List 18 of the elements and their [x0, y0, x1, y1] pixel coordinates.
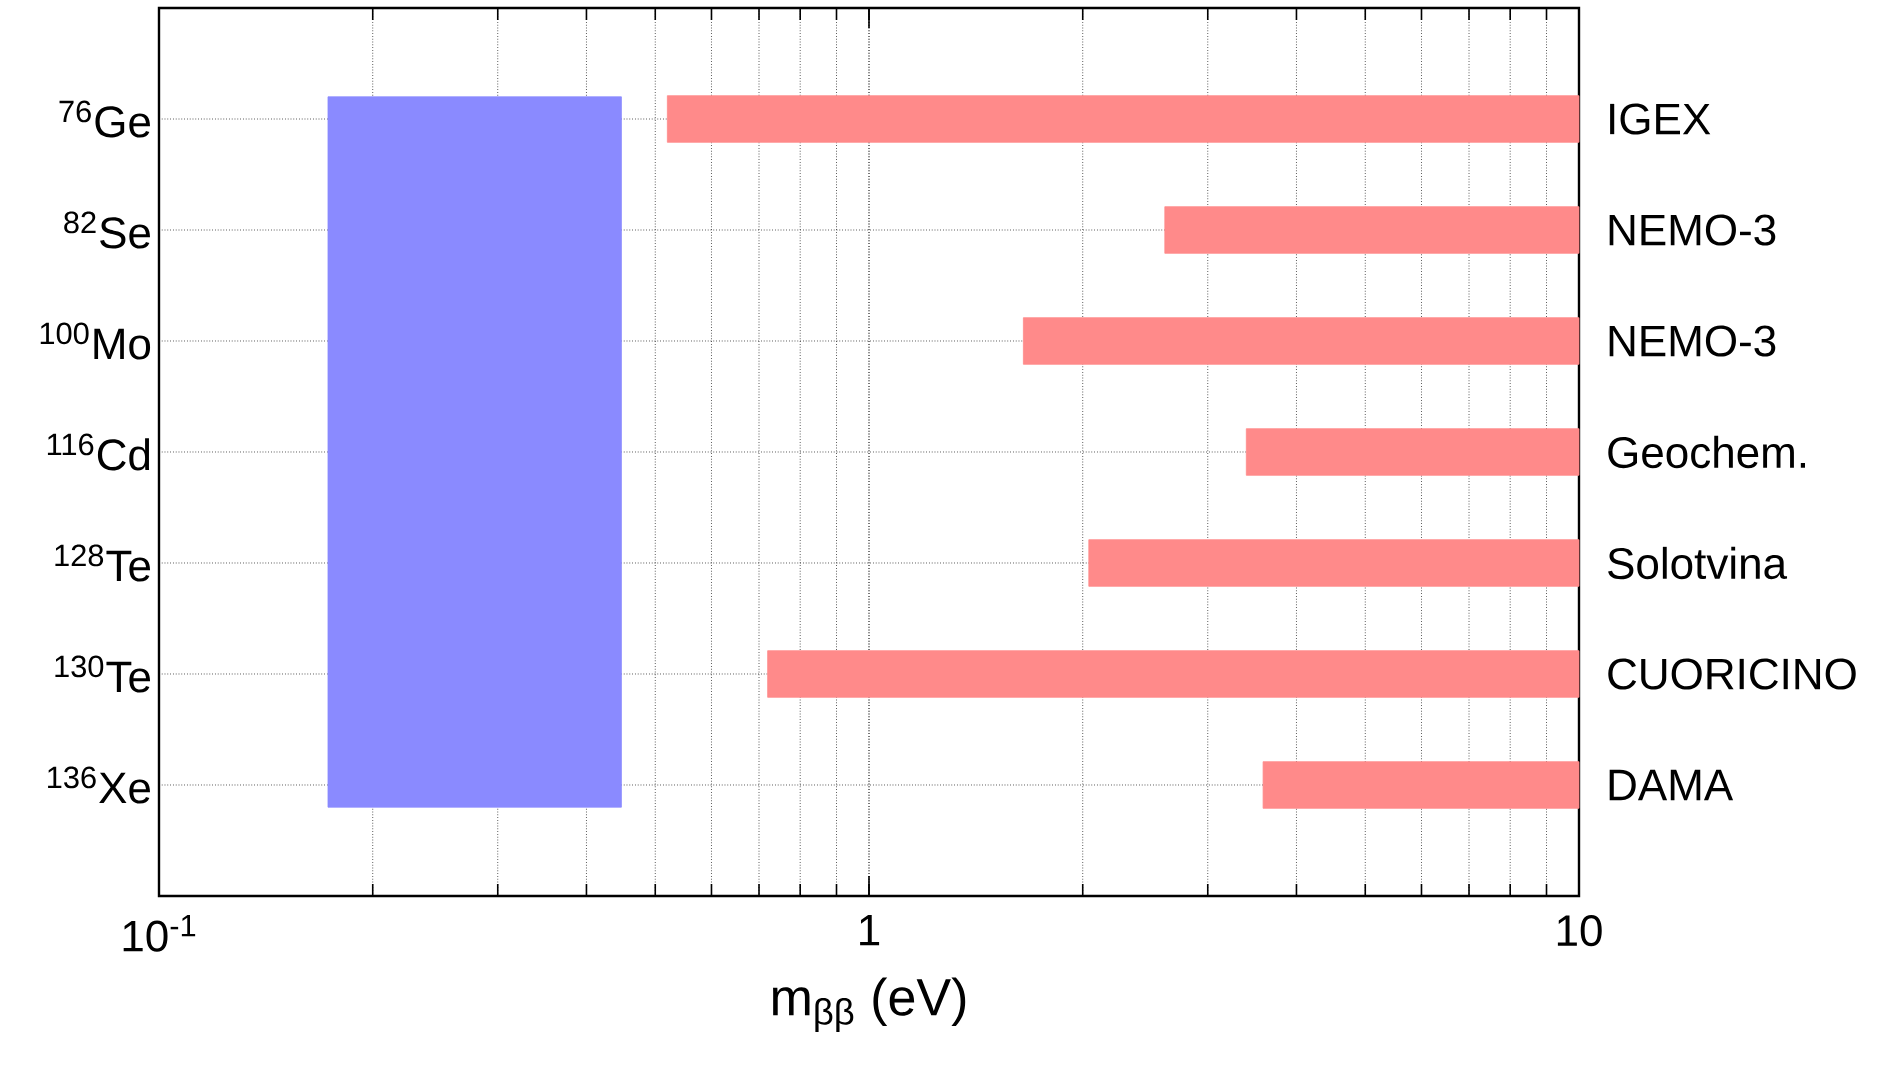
y-tick-label: $^{130}$Te	[55, 655, 151, 693]
text: DAMA	[1609, 769, 1734, 801]
text: NEMO-3	[1609, 214, 1776, 246]
y-tick-label: $^{116}$Cd	[47, 433, 150, 471]
y-tick-label: $^{128}$Te	[55, 544, 151, 582]
text: Geochem.	[1608, 435, 1806, 469]
x-tick-label: 10$^{-1}$	[123, 915, 196, 952]
text: NEMO-3	[1609, 325, 1776, 357]
text: Solotvina	[1608, 546, 1788, 580]
y-tick-label: $^{136}$Xe	[48, 766, 150, 804]
x-axis-title: m$_{ββ}$ (eV)	[773, 977, 966, 1032]
text: IGEX	[1610, 103, 1711, 135]
x-tick-label: 10	[1557, 915, 1602, 947]
y-tick-label: $^{76}$Ge	[59, 100, 150, 138]
x-tick-label: 1	[860, 915, 880, 946]
text: CUORICINO	[1608, 658, 1856, 690]
y-tick-label: $^{100}$Mo	[40, 322, 151, 360]
y-tick-label: $^{82}$Se	[64, 211, 150, 249]
